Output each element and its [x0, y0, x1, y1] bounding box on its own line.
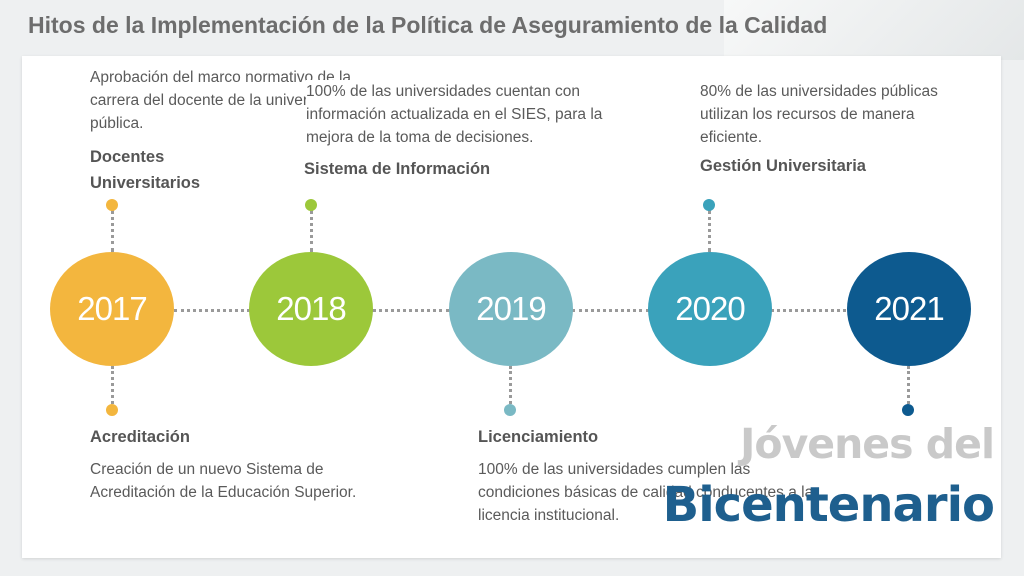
milestone-stem — [111, 210, 114, 252]
milestone-description-acreditacion: Creación de un nuevo Sistema de Acredita… — [90, 461, 357, 501]
milestone-dot-2017-bottom — [106, 404, 118, 416]
milestone-dot-2020-top — [703, 199, 715, 211]
timeline-connector — [174, 309, 250, 312]
milestone-stem — [310, 210, 313, 252]
milestone-stem — [509, 366, 512, 410]
year-circle-2021: 2021 — [847, 252, 971, 366]
milestone-label-acreditacion: Acreditación — [90, 428, 190, 446]
timeline-connector — [372, 309, 450, 312]
milestone-stem — [708, 210, 711, 252]
year-circle-2017: 2017 — [50, 252, 174, 366]
milestone-stem — [907, 366, 910, 410]
milestone-stem — [111, 366, 114, 410]
milestone-dot-2021-bottom — [902, 404, 914, 416]
brand-logo-line2: Bicentenario — [662, 477, 995, 533]
year-circle-2020: 2020 — [648, 252, 772, 366]
milestone-label-sistema: Sistema de Información — [304, 160, 491, 178]
year-circle-2018: 2018 — [249, 252, 373, 366]
milestone-description-gestion: 80% de las universidades públicas utiliz… — [700, 83, 938, 146]
milestone-label-docentes: Docentes Universitarios — [90, 148, 201, 192]
year-circle-2019: 2019 — [449, 252, 573, 366]
milestone-label-licenciamiento: Licenciamiento — [478, 428, 599, 446]
brand-logo-line1: Jóvenes del — [740, 420, 995, 468]
milestone-description-docentes: Aprobación del marco normativo de la car… — [90, 69, 352, 132]
timeline-connector — [572, 309, 649, 312]
milestone-description-sistema: 100% de las universidades cuentan con in… — [306, 80, 646, 149]
header-background — [724, 0, 1024, 60]
milestone-dot-2018-top — [305, 199, 317, 211]
milestone-description-licenciamiento: 100% de las universidades cumplen las co… — [478, 461, 814, 524]
milestone-label-gestion: Gestión Universitaria — [700, 157, 866, 175]
milestone-dot-2017-top — [106, 199, 118, 211]
milestone-dot-2019-bottom — [504, 404, 516, 416]
page-title: Hitos de la Implementación de la Polític… — [28, 12, 828, 38]
timeline-connector — [771, 309, 846, 312]
